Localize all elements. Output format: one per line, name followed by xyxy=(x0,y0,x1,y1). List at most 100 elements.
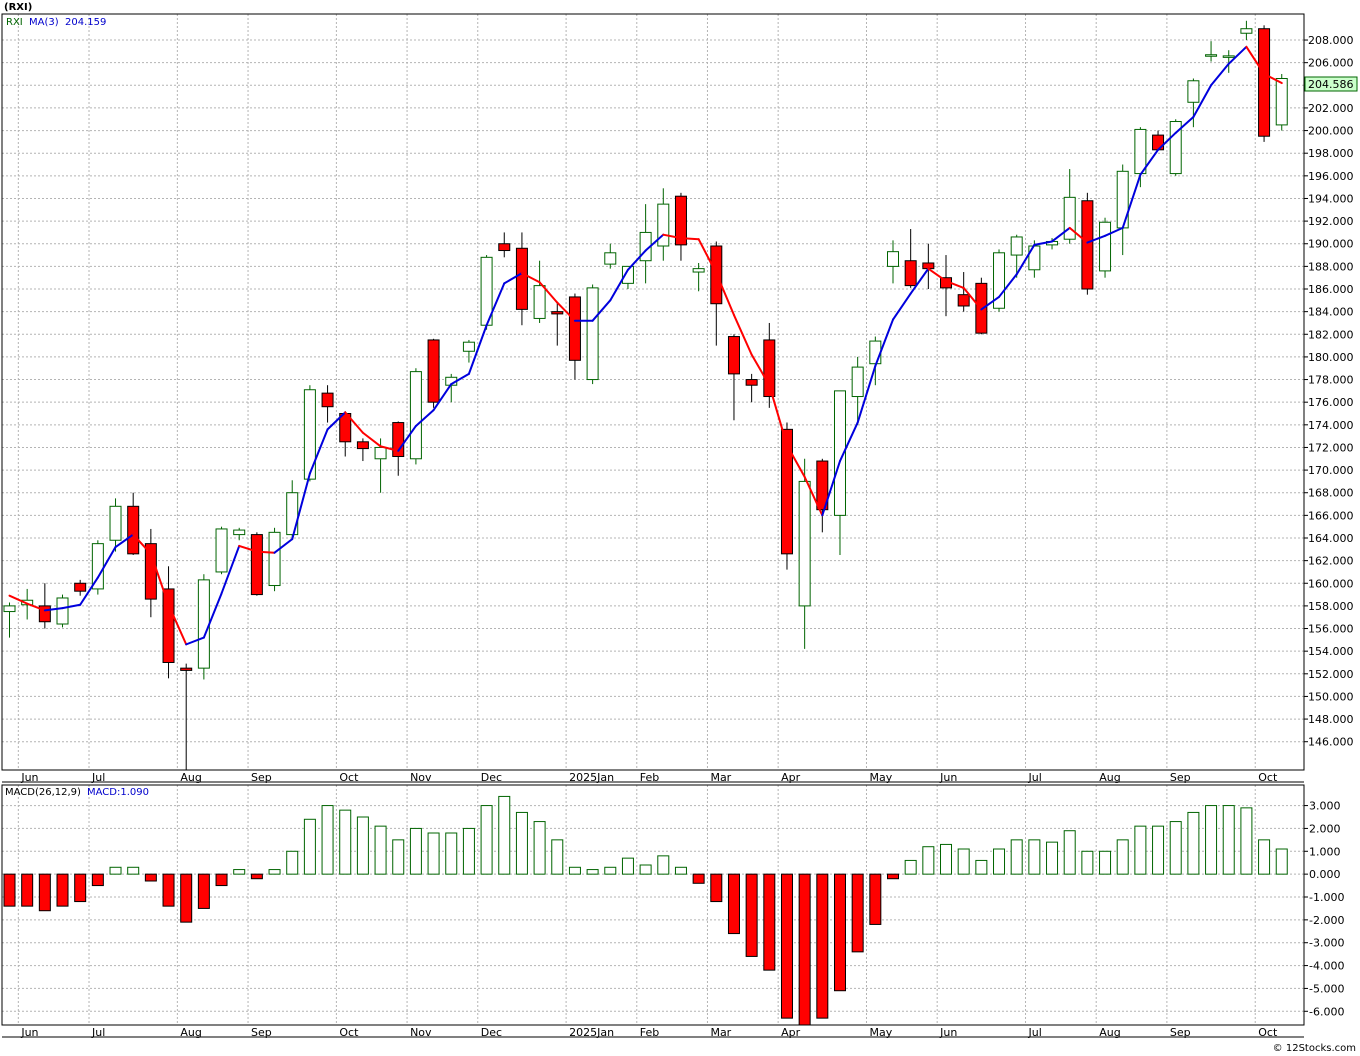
price-y-tick-label: 182.000 xyxy=(1308,328,1354,341)
macd-month-label: 2025Jan xyxy=(569,1026,614,1039)
ma-segment xyxy=(803,475,824,517)
macd-month-label: Jun xyxy=(20,1026,38,1039)
candle-down xyxy=(250,534,263,596)
macd-bar-positive xyxy=(940,843,953,875)
candle-up xyxy=(197,579,210,669)
macd-bar-positive xyxy=(657,855,670,875)
price-y-tick-label: 150.000 xyxy=(1308,690,1354,703)
candle-up xyxy=(692,268,705,273)
candle-down xyxy=(38,605,51,623)
price-y-tick-label: 208.000 xyxy=(1308,34,1354,47)
price-y-tick-label: 196.000 xyxy=(1308,170,1354,183)
macd-bar-positive xyxy=(586,869,599,875)
ma-segment xyxy=(273,538,294,554)
macd-bar-positive xyxy=(1028,839,1041,875)
ma-segment xyxy=(1192,84,1213,118)
macd-month-label: Sep xyxy=(251,1026,272,1039)
price-month-label: Apr xyxy=(781,771,801,784)
macd-bar-positive xyxy=(1275,848,1288,875)
macd-bar-negative xyxy=(780,873,793,1019)
price-month-label: Dec xyxy=(481,771,502,784)
candle-down xyxy=(515,247,528,310)
macd-y-tick-label: -6.000 xyxy=(1309,1005,1344,1018)
candle-up xyxy=(798,480,811,607)
price-y-tick-label: 174.000 xyxy=(1308,419,1354,432)
macd-x-axis: Jun Jul Aug Sep Oct Nov Dec 2025Jan Feb Mar Apr May… xyxy=(2,1026,1304,1039)
macd-bar-positive xyxy=(1258,839,1271,875)
price-y-tick-label: 162.000 xyxy=(1308,555,1354,568)
macd-y-tick-label: -2.000 xyxy=(1309,914,1344,927)
candle-down xyxy=(321,392,334,408)
ma-segment xyxy=(467,324,488,375)
candle-up xyxy=(657,203,670,247)
ma-segment xyxy=(1245,45,1266,75)
macd-y-tick-label: -3.000 xyxy=(1309,937,1344,950)
macd-bar-positive xyxy=(374,825,387,875)
ma-segment xyxy=(1051,226,1071,243)
ma-segment xyxy=(856,364,877,424)
price-y-tick-label: 148.000 xyxy=(1308,713,1354,726)
ma-segment xyxy=(149,552,170,606)
candle-up xyxy=(1187,80,1200,103)
macd-bar-negative xyxy=(56,873,69,907)
candle-down xyxy=(780,428,793,555)
ma-segment xyxy=(980,295,1001,311)
candle-up xyxy=(621,265,634,284)
watermark: © 12Stocks.com xyxy=(1273,1043,1356,1054)
macd-y-tick-label: -5.000 xyxy=(1309,982,1344,995)
candle-up xyxy=(586,287,599,381)
ma-segment xyxy=(838,421,859,463)
symbol-title: (RXI) xyxy=(4,2,32,13)
macd-bar-positive xyxy=(1240,807,1253,875)
ma-segment xyxy=(308,428,329,475)
macd-month-label: Oct xyxy=(339,1026,359,1039)
price-month-label: Feb xyxy=(640,771,659,784)
macd-bar-negative xyxy=(816,873,829,1019)
candle-down xyxy=(904,260,917,287)
price-y-tick-label: 202.000 xyxy=(1308,102,1354,115)
macd-month-label: Dec xyxy=(481,1026,502,1039)
price-y-tick-label: 156.000 xyxy=(1308,623,1354,636)
candle-down xyxy=(674,195,687,246)
price-month-label: Jul xyxy=(1028,771,1042,784)
macd-bar-positive xyxy=(1205,805,1218,875)
macd-bar-positive xyxy=(1169,821,1182,875)
candle-up xyxy=(215,528,228,573)
macd-month-label: Nov xyxy=(410,1026,432,1039)
candle-down xyxy=(356,441,369,450)
macd-bar-negative xyxy=(197,873,210,909)
macd-bar-negative xyxy=(851,873,864,953)
ma-segment xyxy=(397,424,417,452)
ma-segment xyxy=(220,544,241,595)
macd-bar-negative xyxy=(74,873,87,903)
macd-month-label: Aug xyxy=(1099,1026,1120,1039)
last-price-label: 204.586 xyxy=(1308,78,1354,91)
macd-bar-positive xyxy=(1081,850,1094,875)
ma-segment xyxy=(697,238,718,275)
candle-up xyxy=(109,505,122,541)
ma-segment xyxy=(874,318,894,367)
price-y-tick-label: 198.000 xyxy=(1308,147,1354,160)
macd-bar-positive xyxy=(639,864,652,875)
candle-down xyxy=(745,379,758,386)
price-month-label: Aug xyxy=(1099,771,1120,784)
ma-segment xyxy=(1210,62,1230,87)
legend-symbol: RXI xyxy=(6,17,23,28)
macd-bar-positive xyxy=(533,821,546,875)
candle-up xyxy=(887,251,899,267)
ma-segment xyxy=(1157,131,1177,151)
macd-bar-negative xyxy=(162,873,175,907)
candle-up xyxy=(1134,128,1147,175)
ma-segment xyxy=(821,460,841,517)
macd-bar-negative xyxy=(798,873,811,1025)
ma-segment xyxy=(768,384,788,447)
ma-segment xyxy=(1033,240,1054,246)
ma-segment xyxy=(998,273,1018,298)
ma-segment xyxy=(679,237,700,241)
price-month-label: Sep xyxy=(251,771,272,784)
candle-up xyxy=(374,446,387,460)
candle-down xyxy=(568,296,581,361)
macd-month-label: Sep xyxy=(1170,1026,1191,1039)
ma-segment xyxy=(1263,72,1283,85)
macd-bar-positive xyxy=(1010,839,1023,875)
